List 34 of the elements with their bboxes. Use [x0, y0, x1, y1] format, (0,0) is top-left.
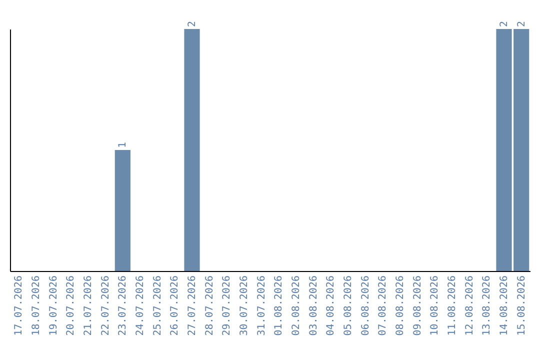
data-label: 2 [187, 20, 198, 27]
x-tick-label: 01.08.2026 [274, 276, 285, 336]
data-label: 2 [499, 20, 510, 27]
x-tick-label: 12.08.2026 [464, 276, 476, 336]
x-tick-label: 09.08.2026 [412, 276, 424, 336]
x-tick-label: 22.07.2026 [100, 276, 112, 336]
x-tick-label: 18.07.2026 [31, 276, 42, 336]
x-tick-label: 10.08.2026 [430, 276, 441, 336]
x-tick-label: 06.08.2026 [360, 276, 372, 336]
x-tick-label: 04.08.2026 [326, 276, 337, 336]
x-tick-label: 23.07.2026 [118, 276, 129, 336]
x-tick-label: 21.07.2026 [83, 276, 94, 336]
x-tick-label: 25.07.2026 [152, 276, 164, 336]
x-tick-label: 31.07.2026 [256, 276, 268, 336]
x-tick-label: 07.08.2026 [378, 276, 389, 336]
x-tick-label: 15.08.2026 [516, 276, 528, 336]
x-tick-label: 26.07.2026 [170, 276, 181, 336]
x-tick-label: 13.08.2026 [482, 276, 493, 336]
x-tick-label: 27.07.2026 [187, 276, 198, 336]
x-tick-label: 11.08.2026 [447, 276, 458, 336]
data-label: 1 [118, 142, 129, 148]
x-tick-label: 05.08.2026 [343, 276, 354, 336]
x-tick-label: 08.08.2026 [395, 276, 406, 336]
data-label: 2 [516, 20, 528, 27]
x-tick-label: 14.08.2026 [499, 276, 510, 336]
x-tick-label: 28.07.2026 [204, 276, 216, 336]
x-tick-label: 20.07.2026 [66, 276, 77, 336]
x-tick-label: 24.07.2026 [135, 276, 146, 336]
x-tick-label: 30.07.2026 [239, 276, 250, 336]
x-tick-label: 02.08.2026 [291, 276, 302, 336]
x-tick-label: 29.07.2026 [222, 276, 233, 336]
x-tick-label: 17.07.2026 [14, 276, 25, 336]
x-tick-label: 19.07.2026 [48, 276, 60, 336]
x-tick-label: 03.08.2026 [308, 276, 320, 336]
